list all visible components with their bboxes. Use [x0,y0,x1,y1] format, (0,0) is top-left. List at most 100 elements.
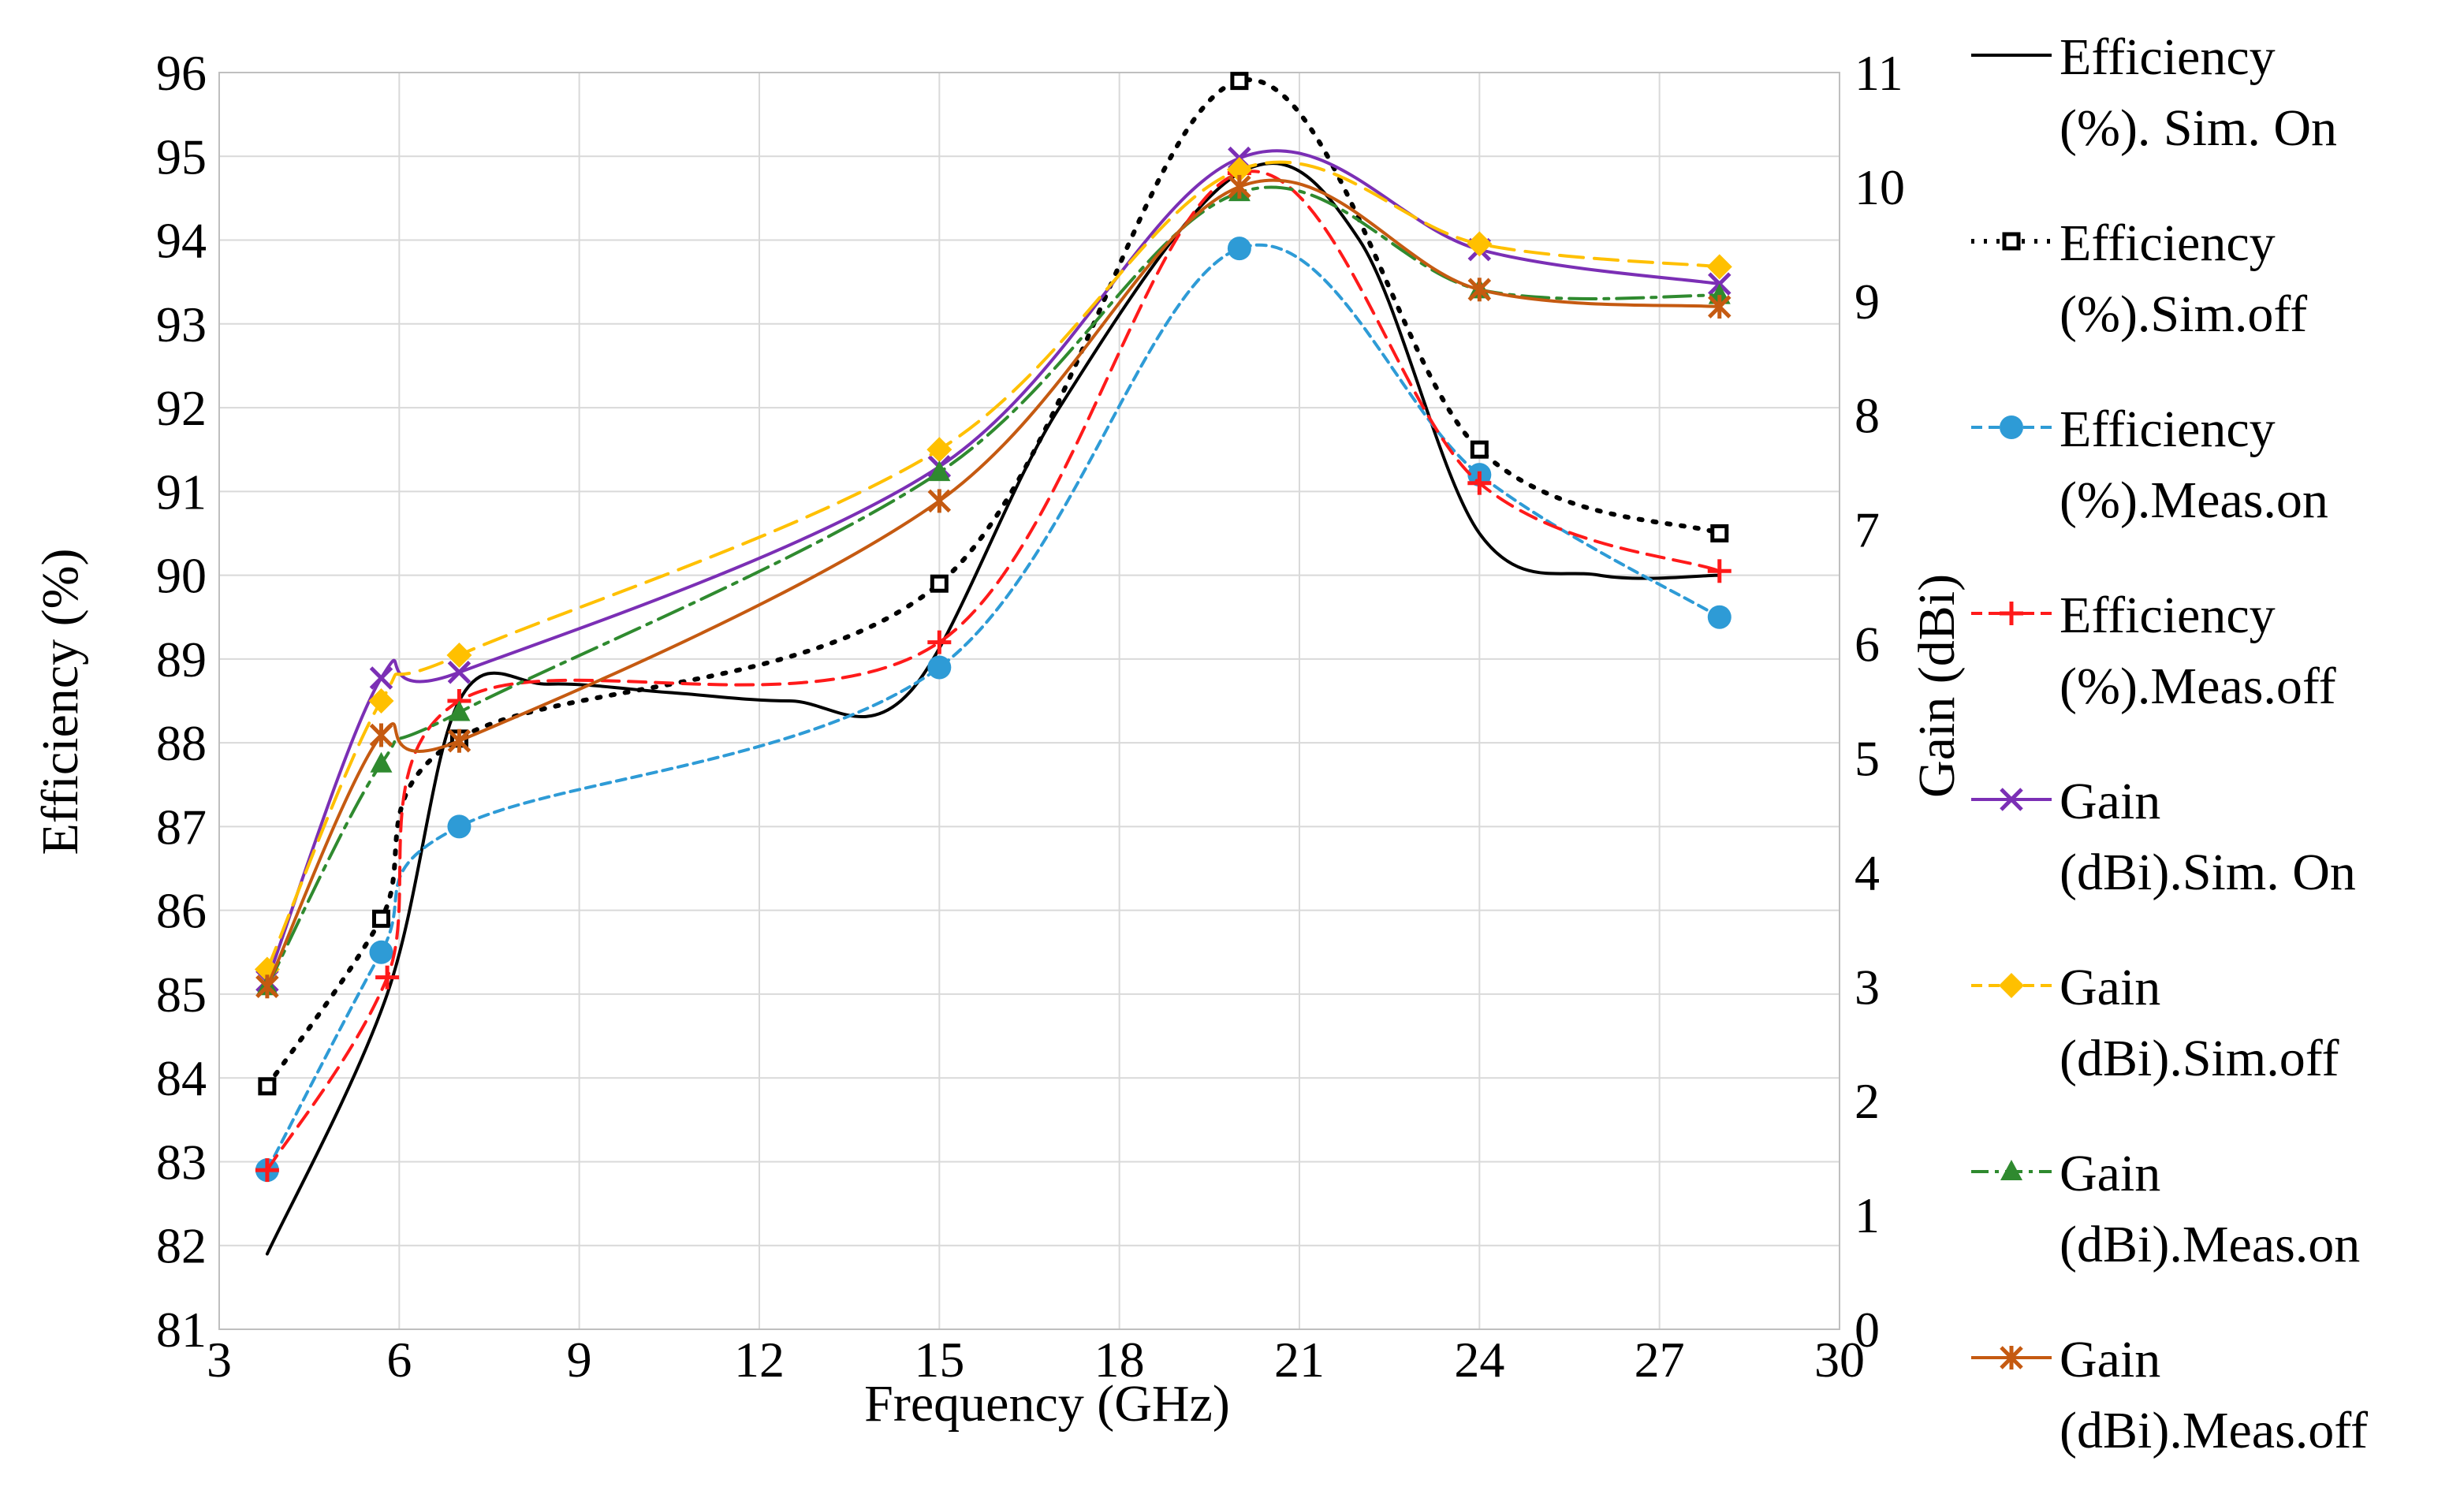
data-point-marker [1999,973,2024,998]
data-point-marker [447,814,472,839]
y-tick-label: 95 [156,129,207,184]
data-point-marker [1707,605,1732,629]
y-tick-label: 87 [156,799,207,855]
data-point-marker [368,688,394,714]
x-tick-label: 18 [1094,1332,1145,1388]
data-point-marker [2000,788,2023,811]
x-axis-title: Frequency (GHz) [864,1375,1230,1433]
data-point-marker [926,437,952,463]
legend-label-line1: Efficiency [2060,401,2276,458]
y2-tick-label: 11 [1855,45,1903,101]
y2-tick-label: 7 [1855,502,1880,558]
data-point-marker [447,729,472,753]
data-point-marker [2002,232,2021,251]
grid [218,72,1840,1330]
legend-item-3: Efficiency (%).Meas.on [1971,401,2328,529]
y-tick-label: 90 [156,548,207,604]
data-point-marker [928,460,951,482]
data-point-marker [369,666,393,690]
data-point-marker [1230,72,1249,91]
series-line [265,149,1721,982]
data-point-marker [930,574,949,593]
data-point-marker [1467,231,1493,257]
y-tick-label: 85 [156,967,207,1023]
legend-label-line1: Efficiency [2060,28,2276,86]
legend-item-1: Efficiency (%). Sim. On [1971,28,2337,157]
y-tick-label: 92 [156,380,207,436]
x-tick-label: 27 [1635,1332,1685,1388]
y2-tick-label: 2 [1855,1073,1880,1129]
series-line [265,178,1721,989]
legend-label-line2: (%).Sim.off [2060,285,2307,343]
legend-item-6: Gain (dBi).Sim.off [1971,959,2339,1087]
legend-label-line1: Gain [2060,773,2160,830]
y2-tick-label: 4 [1855,844,1880,900]
y-tick-label: 84 [156,1050,207,1106]
legend-item-7: Gain (dBi).Meas.on [1971,1145,2360,1273]
data-point-marker [369,723,393,747]
y2-tick-label: 1 [1855,1187,1880,1243]
y2-tick-label: 9 [1855,274,1880,330]
y-tick-label: 96 [156,45,207,101]
legend-label-line2: (%).Meas.off [2060,658,2336,715]
series-line [265,243,1721,1172]
data-point-marker [1467,278,1492,302]
marker-stroke [447,661,472,684]
y2-tick-label: 5 [1855,730,1880,786]
series-7 [255,181,1731,996]
legend-label-line2: (dBi).Meas.on [2060,1216,2360,1273]
y2-tick-label: 0 [1855,1302,1880,1358]
y2-tick-label: 6 [1855,617,1880,673]
data-point-marker [2000,1346,2023,1369]
legend-label-line2: (dBi).Sim. On [2060,844,2356,901]
legend-item-4: Efficiency (%).Meas.off [1971,587,2336,715]
x-tick-label: 6 [386,1332,412,1388]
y-tick-label: 86 [156,883,207,939]
x-tick-label: 24 [1454,1332,1504,1388]
data-point-marker [255,974,279,999]
y-tick-label: 82 [156,1218,207,1274]
legend-item-5: Gain (dBi).Sim. On [1971,773,2356,901]
data-point-marker [1226,157,1252,183]
data-point-marker [448,700,471,721]
legend-label-line1: Gain [2060,1145,2160,1202]
y-tick-label: 83 [156,1134,207,1190]
data-point-marker [447,661,472,684]
marker-stroke [2000,788,2023,811]
series-line [265,160,1721,971]
series-group [254,72,1732,1256]
series-line [265,162,1721,1256]
legend-label-line1: Efficiency [2060,587,2276,644]
data-point-marker [1706,254,1732,280]
legend-label-line1: Gain [2060,1331,2160,1388]
data-point-marker [1227,237,1251,261]
data-point-marker [2000,1160,2022,1180]
series-1 [265,162,1721,1256]
data-point-marker [372,909,390,928]
series-line [265,170,1721,1172]
data-point-marker [927,489,952,513]
plot-frame [218,72,1840,1330]
data-point-marker [1467,471,1492,495]
series-2 [258,72,1729,1096]
data-point-marker [927,630,952,654]
legend-label-line1: Efficiency [2060,214,2276,272]
data-point-marker [1228,174,1251,199]
y-tick-label: 81 [156,1302,207,1358]
data-point-marker [2000,415,2023,439]
series-5 [255,146,1732,993]
data-point-marker [369,940,393,964]
y-tick-label: 91 [156,464,207,520]
x-tick-label: 12 [734,1332,785,1388]
x-tick-label: 21 [1274,1332,1325,1388]
marker-stroke [369,666,393,690]
axes [218,72,1840,1330]
data-point-marker [1707,559,1732,583]
y-tick-label: 89 [156,632,207,688]
legend-label-line2: (%). Sim. On [2060,99,2337,157]
data-point-marker [927,655,952,680]
data-point-marker [375,965,400,989]
series-line [264,77,1722,1089]
data-point-marker [1710,524,1729,542]
